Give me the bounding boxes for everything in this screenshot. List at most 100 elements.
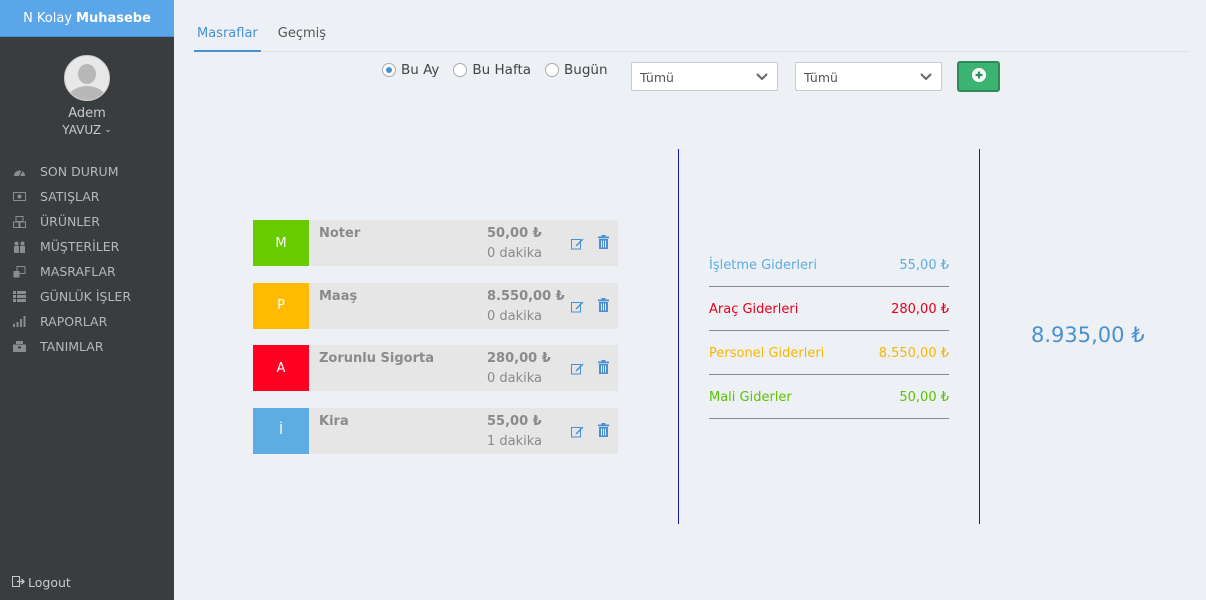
sidebar-item-label: SON DURUM — [40, 164, 119, 179]
category-select[interactable]: Tümü — [631, 62, 778, 91]
tab-masraflar[interactable]: Masraflar — [194, 22, 261, 52]
category-amount: 280,00 ₺ — [891, 302, 949, 317]
expense-amount: 280,00 ₺ — [487, 351, 551, 366]
money-icon — [12, 191, 26, 203]
sidebar-item-satislar[interactable]: SATIŞLAR — [0, 184, 174, 209]
sidebar-item-label: GÜNLÜK İŞLER — [40, 289, 132, 304]
expenses-icon — [12, 265, 26, 278]
sidebar-item-raporlar[interactable]: RAPORLAR — [0, 309, 174, 334]
expense-time: 0 dakika — [487, 246, 543, 261]
category-name: Mali Giderler — [709, 390, 792, 405]
settings-box-icon — [12, 341, 26, 353]
category-row: Araç Giderleri 280,00 ₺ — [709, 287, 949, 331]
expense-name: Maaş — [319, 288, 358, 304]
add-expense-button[interactable] — [957, 61, 1000, 92]
expense-category-badge: M — [253, 220, 309, 266]
radio-label: Bu Hafta — [472, 62, 532, 78]
sidebar-item-son-durum[interactable]: SON DURUM — [0, 159, 174, 184]
sidebar-item-musteriler[interactable]: MÜŞTERİLER — [0, 234, 174, 259]
radio-label: Bugün — [564, 62, 608, 78]
category-name: Personel Giderleri — [709, 346, 825, 361]
radio-label: Bu Ay — [401, 62, 440, 78]
sidebar-item-urunler[interactable]: ÜRÜNLER — [0, 209, 174, 234]
sidebar-menu: SON DURUM SATIŞLAR ÜRÜNLER MÜŞTERİLER MA… — [0, 159, 174, 359]
sidebar-item-label: SATIŞLAR — [40, 189, 100, 204]
users-icon — [12, 241, 26, 253]
category-amount: 50,00 ₺ — [899, 390, 949, 405]
delete-icon[interactable] — [598, 234, 609, 253]
expense-category-badge: P — [253, 282, 309, 329]
box-icon — [12, 215, 26, 228]
category-amount: 8.550,00 ₺ — [878, 346, 949, 361]
radio-checked-icon — [382, 63, 396, 77]
radio-unchecked-icon — [545, 63, 560, 77]
expense-item: P Maaş 8.550,00 ₺ 0 dakika — [253, 282, 618, 329]
category-row: Personel Giderleri 8.550,00 ₺ — [709, 331, 949, 375]
tab-gecmis[interactable]: Geçmiş — [277, 26, 327, 41]
edit-icon[interactable] — [571, 360, 584, 379]
expense-amount: 8.550,00 ₺ — [487, 288, 565, 304]
category-summary: İşletme Giderleri 55,00 ₺ Araç Giderleri… — [709, 243, 949, 419]
radio-bu-hafta[interactable]: Bu Hafta — [453, 62, 531, 78]
chevron-down-icon: ⌄ — [104, 125, 112, 135]
sidebar-item-label: TANIMLAR — [40, 339, 104, 354]
delete-icon[interactable] — [598, 422, 609, 441]
expense-name: Kira — [319, 413, 349, 429]
expense-name: Noter — [319, 226, 361, 241]
expense-category-badge: A — [253, 345, 309, 391]
chevron-down-icon — [919, 69, 933, 86]
delete-icon[interactable] — [598, 297, 609, 316]
category-row: Mali Giderler 50,00 ₺ — [709, 375, 949, 419]
delete-icon[interactable] — [598, 359, 609, 378]
expense-amount: 55,00 ₺ — [487, 413, 542, 429]
list-icon — [12, 291, 26, 303]
expense-list: M Noter 50,00 ₺ 0 dakika P Maaş 8.550,00… — [253, 220, 618, 470]
category-name: Araç Giderleri — [709, 302, 799, 317]
edit-icon[interactable] — [571, 423, 584, 442]
expense-amount: 50,00 ₺ — [487, 226, 542, 241]
expense-item: M Noter 50,00 ₺ 0 dakika — [253, 220, 618, 266]
radio-bugun[interactable]: Bugün — [545, 62, 608, 78]
divider — [979, 149, 980, 524]
category-row: İşletme Giderleri 55,00 ₺ — [709, 243, 949, 287]
dashboard-icon — [12, 166, 26, 178]
chevron-down-icon — [755, 69, 769, 86]
user-last-name: YAVUZ — [62, 123, 102, 137]
expense-time: 0 dakika — [487, 371, 543, 386]
expense-item: İ Kira 55,00 ₺ 1 dakika — [253, 407, 618, 454]
plus-circle-icon — [971, 67, 986, 86]
sidebar-item-label: ÜRÜNLER — [40, 214, 100, 229]
radio-bu-ay[interactable]: Bu Ay — [382, 62, 439, 78]
chart-icon — [12, 316, 26, 328]
sidebar-item-masraflar[interactable]: MASRAFLAR — [0, 259, 174, 284]
expense-category-badge: İ — [253, 407, 309, 454]
expense-time: 1 dakika — [487, 433, 543, 449]
user-first-name: Adem — [68, 106, 106, 121]
edit-icon[interactable] — [571, 235, 584, 254]
brand-name: Muhasebe — [76, 10, 151, 26]
category-name: İşletme Giderleri — [709, 258, 817, 273]
expense-name: Zorunlu Sigorta — [319, 351, 434, 366]
expense-item: A Zorunlu Sigorta 280,00 ₺ 0 dakika — [253, 345, 618, 391]
sidebar-item-tanimlar[interactable]: TANIMLAR — [0, 334, 174, 359]
radio-unchecked-icon — [453, 63, 468, 77]
divider — [678, 149, 679, 524]
select-value: Tümü — [804, 70, 838, 85]
edit-icon[interactable] — [571, 298, 584, 317]
logout-label: Logout — [28, 575, 71, 590]
user-menu-toggle[interactable]: YAVUZ ⌄ — [0, 123, 174, 137]
sidebar: N Kolay Muhasebe Adem YAVUZ ⌄ SON DURUM … — [0, 0, 174, 600]
subcategory-select[interactable]: Tümü — [795, 62, 942, 91]
sidebar-item-gunluk-isler[interactable]: GÜNLÜK İŞLER — [0, 284, 174, 309]
category-amount: 55,00 ₺ — [899, 258, 949, 273]
brand-prefix: N Kolay — [23, 10, 73, 26]
expense-time: 0 dakika — [487, 308, 543, 324]
logout-icon — [12, 575, 25, 590]
tab-bar: Masraflar Geçmiş — [194, 22, 1188, 52]
sidebar-item-label: MÜŞTERİLER — [40, 239, 120, 254]
sidebar-item-label: MASRAFLAR — [40, 264, 116, 279]
logout-button[interactable]: Logout — [12, 575, 71, 590]
select-value: Tümü — [640, 70, 674, 85]
sidebar-item-label: RAPORLAR — [40, 314, 108, 329]
total-amount: 8.935,00 ₺ — [1031, 323, 1145, 347]
